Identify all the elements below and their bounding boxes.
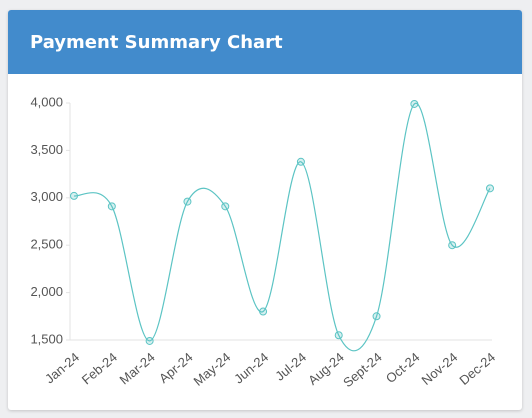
y-tick-label: 2,500 — [30, 237, 63, 252]
x-tick-label: Oct-24 — [383, 349, 423, 386]
chart-title: Payment Summary Chart — [8, 10, 522, 74]
y-tick-label: 1,500 — [30, 331, 63, 346]
y-tick-label: 4,000 — [30, 94, 63, 109]
line — [73, 103, 491, 352]
x-tick-label: Aug-24 — [305, 349, 347, 387]
y-tick-label: 3,000 — [30, 189, 63, 204]
point — [70, 191, 78, 200]
x-tick-label: Jun-24 — [231, 349, 271, 386]
y-tick-label: 3,500 — [30, 142, 63, 157]
point — [145, 336, 154, 345]
point — [259, 307, 268, 316]
point — [221, 202, 230, 211]
x-tick-label: May-24 — [191, 349, 234, 388]
x-tick-label: Dec-24 — [456, 349, 498, 387]
point — [107, 202, 116, 211]
point — [372, 312, 381, 321]
point — [448, 241, 457, 250]
x-tick-label: Apr-24 — [156, 349, 196, 386]
x-tick-label: Nov-24 — [419, 349, 461, 387]
point — [334, 331, 343, 340]
x-tick-label: Jan-24 — [42, 349, 82, 386]
point — [183, 197, 192, 206]
point — [410, 99, 419, 108]
y-tick-label: 2,000 — [30, 284, 63, 299]
point — [486, 184, 494, 193]
x-tick-label: Sept-24 — [340, 349, 385, 390]
card: Payment Summary Chart — [8, 10, 522, 410]
x-tick-label: Jul-24 — [272, 349, 309, 383]
x-tick-label: Feb-24 — [79, 349, 120, 387]
x-tick-label: Mar-24 — [117, 349, 158, 387]
point — [296, 157, 305, 166]
